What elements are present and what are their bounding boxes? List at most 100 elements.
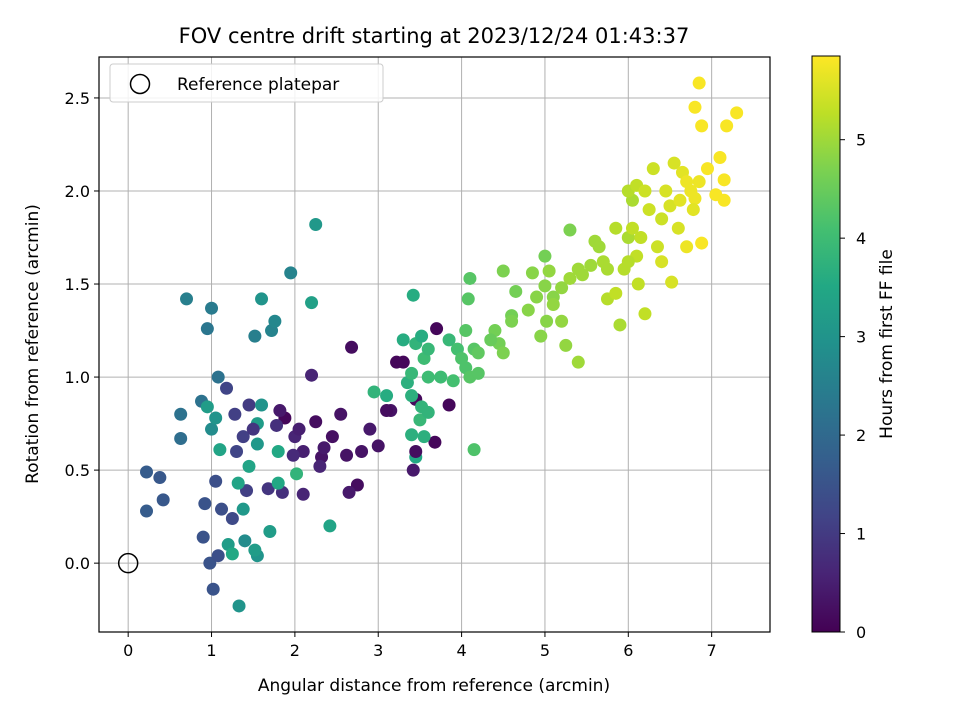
y-tick-label: 0.0 — [65, 554, 90, 573]
data-point — [211, 370, 225, 384]
data-point — [236, 430, 250, 444]
data-point — [638, 307, 652, 321]
data-point — [421, 342, 435, 356]
data-point — [634, 231, 648, 245]
data-point — [417, 430, 431, 444]
data-point — [671, 221, 685, 235]
data-point — [509, 284, 523, 298]
data-point — [211, 549, 225, 563]
data-point — [342, 485, 356, 499]
data-point — [688, 100, 702, 114]
data-point — [371, 439, 385, 453]
data-point — [540, 314, 554, 328]
x-tick-label: 3 — [373, 641, 383, 660]
data-point — [396, 355, 410, 369]
x-axis-label: Angular distance from reference (arcmin) — [258, 676, 610, 696]
y-tick-label: 1.0 — [65, 368, 90, 387]
data-point — [638, 184, 652, 198]
data-point — [250, 437, 264, 451]
data-point — [296, 487, 310, 501]
data-point — [296, 444, 310, 458]
data-point — [571, 355, 585, 369]
data-point — [692, 175, 706, 189]
data-point — [236, 502, 250, 516]
data-point — [305, 296, 319, 310]
data-point — [205, 422, 219, 436]
colorbar-tick-label: 3 — [856, 328, 866, 347]
data-point — [231, 476, 245, 490]
data-point — [446, 374, 460, 388]
data-point — [713, 150, 727, 164]
data-point — [542, 264, 556, 278]
colorbar-tick-label: 5 — [856, 131, 866, 150]
data-point — [659, 184, 673, 198]
data-point — [631, 277, 645, 291]
data-point — [309, 415, 323, 429]
data-point — [380, 404, 394, 418]
data-point — [700, 162, 714, 176]
data-point — [496, 264, 510, 278]
data-point — [345, 340, 359, 354]
data-point — [673, 193, 687, 207]
data-point — [642, 203, 656, 217]
y-tick-label: 1.5 — [65, 275, 90, 294]
data-point — [367, 385, 381, 399]
data-point — [405, 428, 419, 442]
data-point — [428, 435, 442, 449]
data-point — [355, 444, 369, 458]
data-point — [655, 255, 669, 269]
data-point — [225, 547, 239, 561]
data-point — [680, 240, 694, 254]
y-axis-label: Rotation from reference (arcmin) — [23, 204, 43, 484]
reference-marker-layer — [117, 552, 139, 574]
data-point — [228, 407, 242, 421]
data-point — [442, 398, 456, 412]
data-point — [695, 119, 709, 133]
data-point — [230, 444, 244, 458]
data-point — [174, 407, 188, 421]
data-point — [546, 297, 560, 311]
data-point — [174, 431, 188, 445]
data-point — [667, 156, 681, 170]
data-point — [215, 502, 229, 516]
data-point — [463, 271, 477, 285]
data-point — [246, 422, 260, 436]
data-point — [156, 493, 170, 507]
data-point — [213, 443, 227, 457]
data-point — [665, 275, 679, 289]
data-point — [575, 268, 589, 282]
data-point — [317, 441, 331, 455]
data-point — [406, 288, 420, 302]
data-point — [686, 203, 700, 217]
colorbar-tick-label: 2 — [856, 426, 866, 445]
data-point — [680, 175, 694, 189]
data-point — [459, 324, 473, 338]
data-point — [563, 271, 577, 285]
data-point — [284, 266, 298, 280]
colorbar-tick-label: 0 — [856, 623, 866, 642]
legend: Reference platepar — [109, 63, 384, 103]
data-point — [663, 199, 677, 213]
data-point — [409, 444, 423, 458]
data-point — [730, 106, 744, 120]
data-point — [621, 255, 635, 269]
data-point — [248, 543, 262, 557]
data-point — [505, 314, 519, 328]
data-point — [196, 530, 210, 544]
data-point — [271, 476, 285, 490]
legend-entry: Reference platepar — [177, 75, 339, 95]
data-point — [220, 381, 234, 395]
data-point — [442, 333, 456, 347]
data-point — [421, 405, 435, 419]
y-tick-label: 2.5 — [65, 89, 90, 108]
data-point — [467, 443, 481, 457]
data-point — [538, 279, 552, 293]
data-point — [655, 212, 669, 226]
data-point — [205, 301, 219, 315]
data-point — [225, 511, 239, 525]
data-point — [240, 484, 254, 498]
data-point — [717, 173, 731, 187]
data-point — [255, 292, 269, 306]
x-tick-label: 6 — [623, 641, 633, 660]
data-point — [238, 534, 252, 548]
